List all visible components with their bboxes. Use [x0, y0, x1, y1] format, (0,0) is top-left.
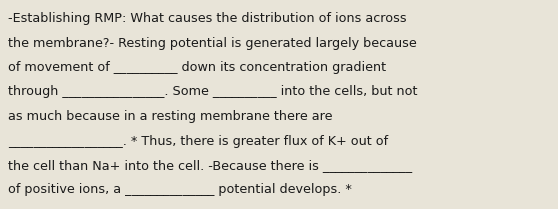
Text: __________________. * Thus, there is greater flux of K+ out of: __________________. * Thus, there is gre… — [8, 135, 388, 148]
Text: of movement of __________ down its concentration gradient: of movement of __________ down its conce… — [8, 61, 386, 74]
Text: of positive ions, a ______________ potential develops. *: of positive ions, a ______________ poten… — [8, 184, 352, 196]
Text: as much because in a resting membrane there are: as much because in a resting membrane th… — [8, 110, 333, 123]
Text: the membrane?- Resting potential is generated largely because: the membrane?- Resting potential is gene… — [8, 37, 417, 50]
Text: -Establishing RMP: What causes the distribution of ions across: -Establishing RMP: What causes the distr… — [8, 12, 407, 25]
Text: through ________________. Some __________ into the cells, but not: through ________________. Some _________… — [8, 85, 417, 98]
Text: the cell than Na+ into the cell. -Because there is ______________: the cell than Na+ into the cell. -Becaus… — [8, 159, 412, 172]
